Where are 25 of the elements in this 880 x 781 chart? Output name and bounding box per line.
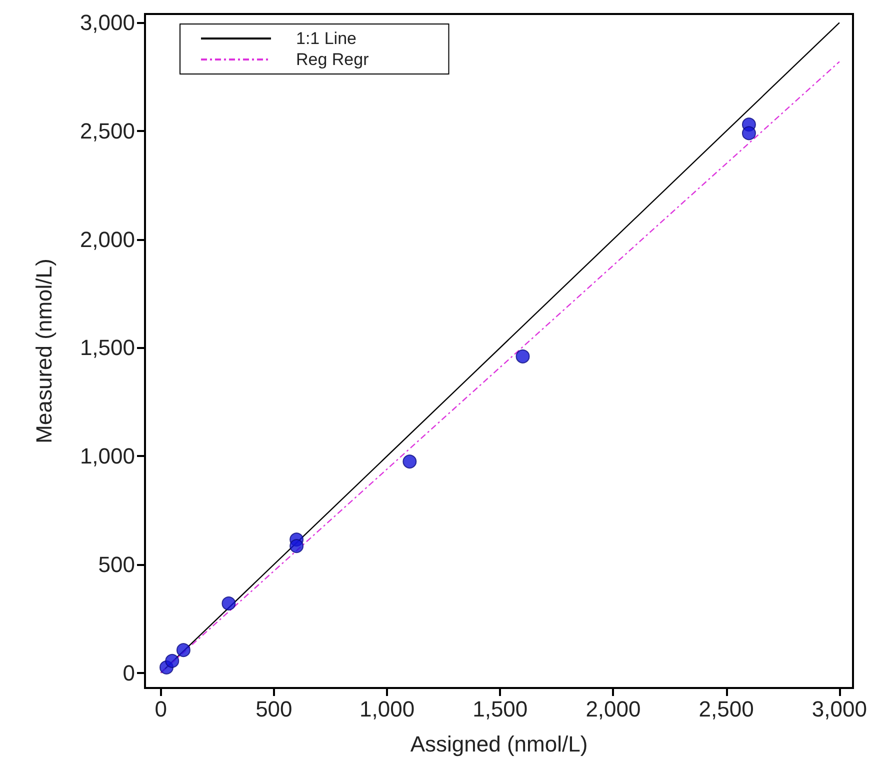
legend-label: 1:1 Line [296,29,356,48]
x-tick-label: 1,000 [360,696,415,722]
y-axis-title: Measured (nmol/L) [32,258,56,444]
x-tick-label: 0 [154,696,167,722]
x-tick-label: 2,500 [698,696,754,722]
point [742,126,756,140]
legend-label: Reg Regr [296,50,370,69]
y-tick-label: 2,000 [80,226,135,252]
y-tick-label: 3,000 [80,10,135,36]
point [516,349,530,364]
y-tick-label: 2,500 [80,118,135,144]
point [402,454,417,469]
x-tick-label: 500 [256,696,292,722]
point [290,539,304,554]
point [176,643,190,658]
x-axis-title: Assigned (nmol/L) [410,732,588,756]
y-tick-label: 1,500 [80,335,135,360]
x-tick-label: 2,000 [586,696,641,722]
y-tick-label: 0 [122,660,135,686]
point [165,654,180,668]
x-tick-label: 1,500 [472,696,528,722]
y-tick-label: 500 [98,552,135,577]
point [222,596,236,610]
y-tick-label: 1,000 [80,444,135,469]
x-tick-label: 3,000 [812,696,867,722]
